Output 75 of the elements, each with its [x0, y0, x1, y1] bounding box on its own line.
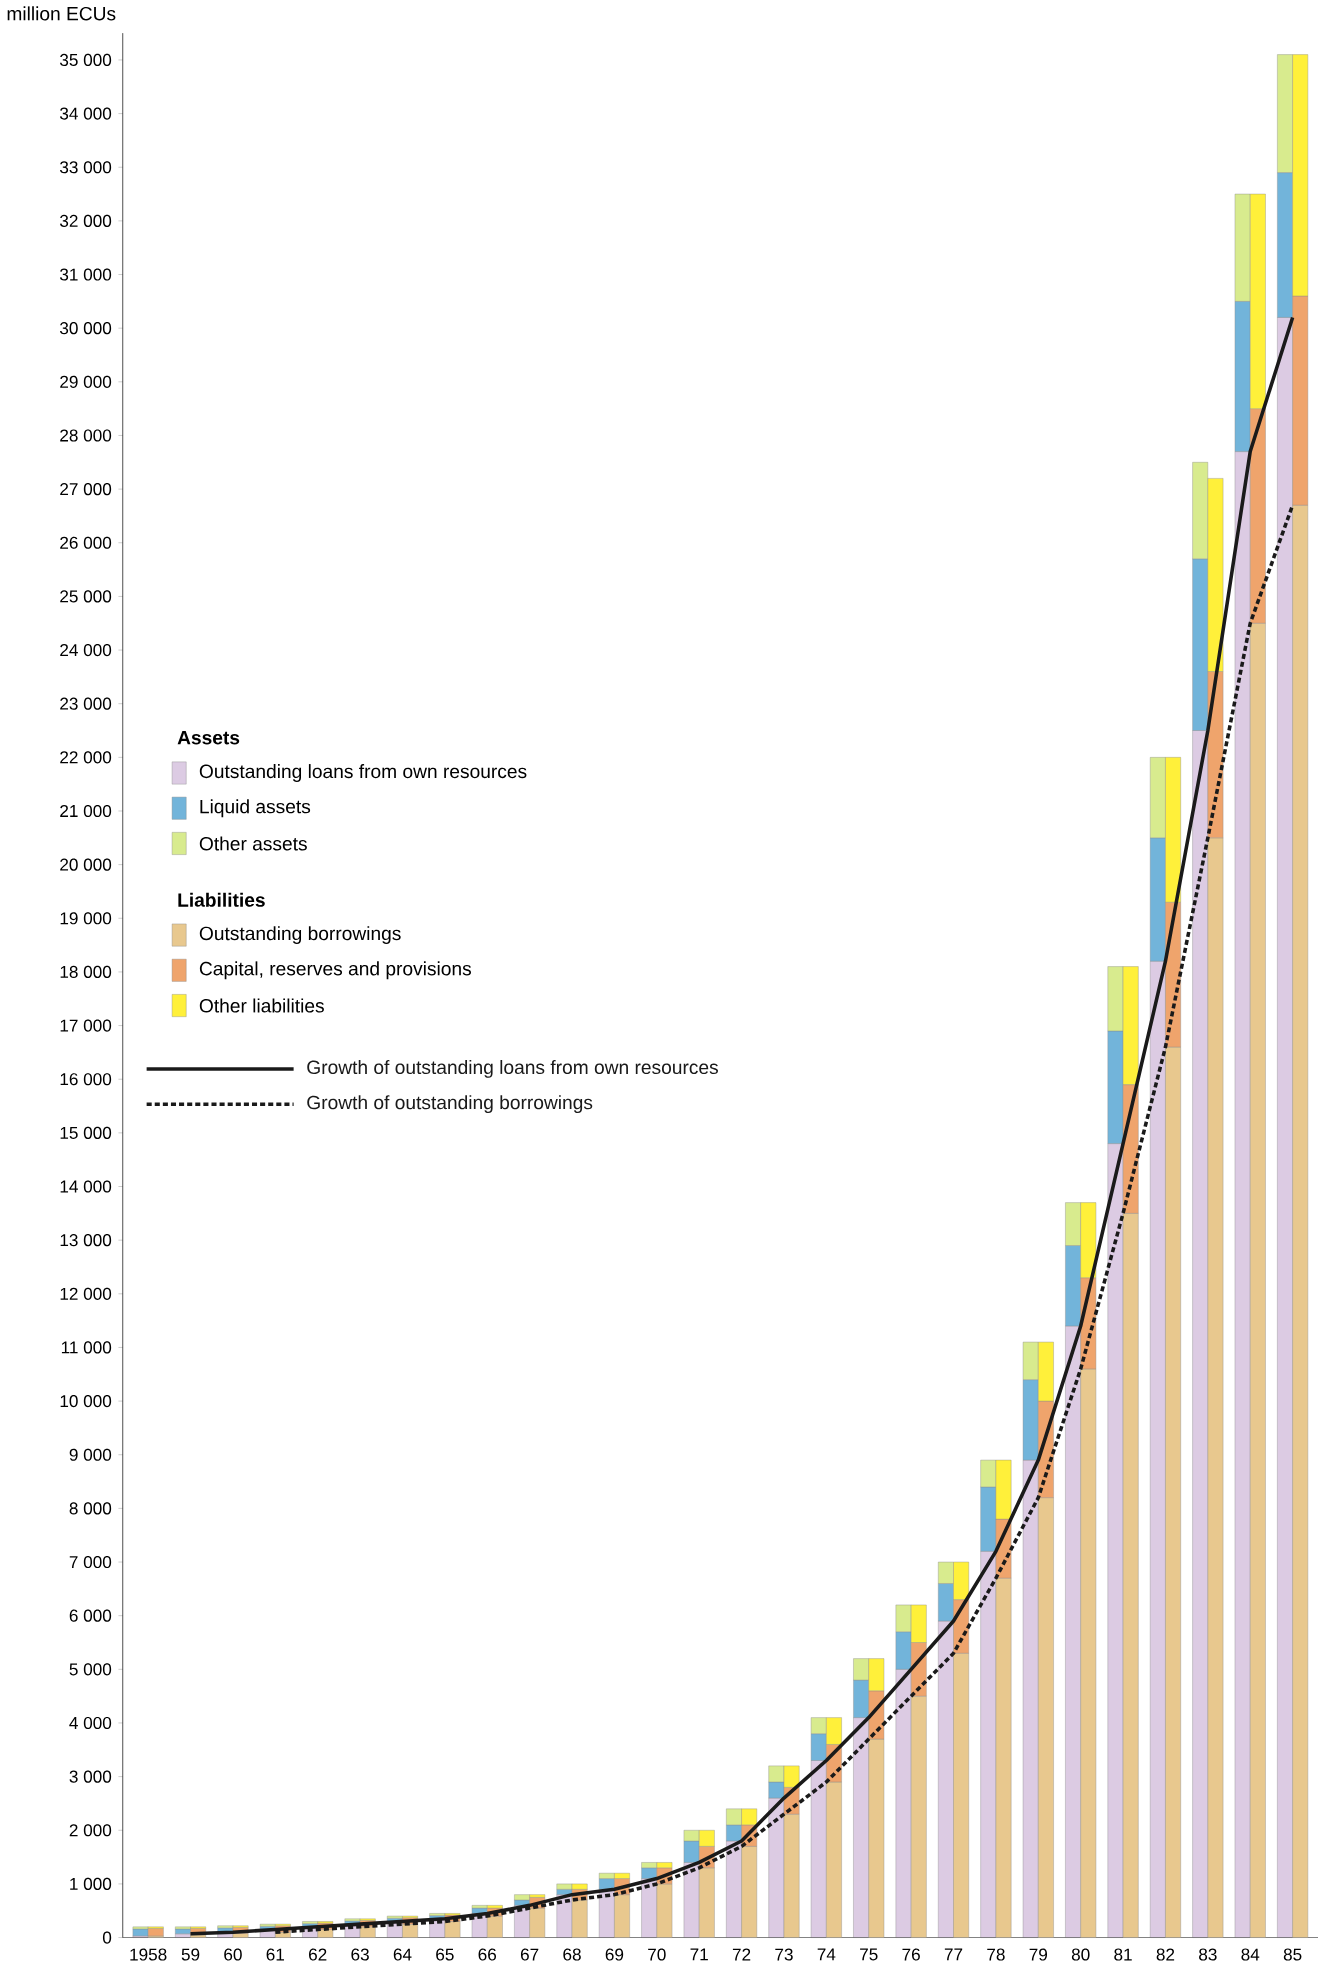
- x-tick-label: 60: [224, 1948, 242, 1961]
- x-tick-label: 65: [436, 1948, 454, 1961]
- x-tick-label: 66: [478, 1948, 496, 1961]
- x-tick-label: 64: [393, 1948, 412, 1961]
- y-tick-label: 3 000: [69, 1770, 112, 1783]
- x-tick-label: 81: [1114, 1948, 1132, 1961]
- y-tick-label: 31 000: [59, 268, 112, 281]
- y-tick-label: 15 000: [60, 1126, 112, 1139]
- y-axis-title: million ECUs: [7, 6, 116, 21]
- text: Growth of outstanding borrowings: [307, 1095, 593, 1114]
- y-tick-label: 28 000: [60, 429, 112, 442]
- y-tick-label: 12 000: [60, 1287, 112, 1300]
- y-tick-label: 14 000: [60, 1180, 112, 1193]
- y-tick-label: 19 000: [60, 912, 112, 925]
- x-tick-label: 70: [648, 1948, 666, 1961]
- x-tick-label: 59: [181, 1948, 200, 1961]
- y-tick-label: 11 000: [61, 1341, 112, 1354]
- text: Growth of outstanding loans from own resources: [307, 1060, 718, 1078]
- x-tick-label: 73: [775, 1948, 793, 1961]
- y-tick-label: 6 000: [69, 1609, 112, 1622]
- x-tick-label: 77: [944, 1948, 963, 1961]
- y-tick-label: 5 000: [69, 1663, 112, 1676]
- x-tick-label: 82: [1156, 1948, 1175, 1961]
- x-tick-label: 84: [1241, 1948, 1260, 1961]
- x-tick-label: 71: [690, 1948, 708, 1961]
- legend-title: Liabilities: [178, 892, 265, 907]
- legend-label: Other assets: [199, 836, 307, 851]
- y-tick-label: 21 000: [60, 804, 112, 818]
- legend-label: Liquid assets: [200, 799, 310, 818]
- y-tick-label: 18 000: [60, 965, 112, 979]
- legend-label: Outstanding borrowings: [199, 926, 401, 944]
- x-tick-label: 72: [732, 1948, 751, 1961]
- y-tick-label: 7 000: [69, 1555, 112, 1569]
- x-tick-label: 78: [987, 1948, 1005, 1961]
- y-tick-label: 10 000: [60, 1395, 112, 1408]
- x-tick-label: 85: [1283, 1948, 1302, 1961]
- x-tick-label: 61: [266, 1948, 284, 1961]
- x-tick-label: 75: [859, 1948, 878, 1961]
- x-tick-label: 83: [1198, 1948, 1217, 1961]
- legend-label: Outstanding loans from own resources: [199, 764, 527, 782]
- y-tick-label: 34 000: [59, 107, 112, 120]
- y-tick-label: 26 000: [60, 536, 112, 549]
- x-tick-label: 76: [902, 1948, 920, 1961]
- y-tick-label: 30 000: [59, 322, 112, 335]
- y-tick-label: 20 000: [60, 858, 112, 871]
- x-tick-label: 68: [563, 1948, 581, 1961]
- x-tick-label: 74: [817, 1948, 836, 1961]
- y-tick-label: 33 000: [59, 161, 112, 174]
- legend-label: Other liabilities: [199, 998, 324, 1013]
- y-tick-label: 23 000: [60, 697, 112, 710]
- y-tick-label: 32 000: [59, 214, 112, 227]
- y-tick-label: 17 000: [60, 1019, 112, 1032]
- y-tick-label: 22 000: [60, 751, 112, 764]
- y-tick-label: 8 000: [69, 1502, 112, 1515]
- y-tick-label: 24 000: [60, 643, 112, 657]
- y-tick-label: 27 000: [60, 483, 112, 496]
- x-tick-label: 1958: [130, 1948, 167, 1961]
- y-tick-label: 0: [102, 1931, 112, 1944]
- legend-title: Assets: [177, 731, 240, 745]
- y-tick-label: 29 000: [60, 375, 112, 388]
- y-tick-label: 9 000: [69, 1448, 112, 1461]
- x-tick-label: 69: [605, 1948, 624, 1961]
- y-tick-label: 4 000: [69, 1716, 112, 1730]
- y-tick-label: 13 000: [60, 1234, 112, 1247]
- x-tick-label: 63: [351, 1948, 369, 1961]
- y-tick-label: 2 000: [69, 1824, 112, 1837]
- y-tick-label: 25 000: [60, 590, 112, 603]
- x-tick-label: 67: [520, 1948, 539, 1961]
- x-tick-label: 79: [1029, 1948, 1047, 1961]
- x-tick-label: 80: [1071, 1948, 1090, 1961]
- y-tick-label: 35 000: [59, 53, 112, 67]
- legend-label: Capital, reserves and provisions: [199, 961, 471, 980]
- y-tick-label: 1 000: [70, 1877, 112, 1890]
- x-tick-label: 62: [308, 1948, 327, 1961]
- y-tick-label: 16 000: [60, 1073, 112, 1086]
